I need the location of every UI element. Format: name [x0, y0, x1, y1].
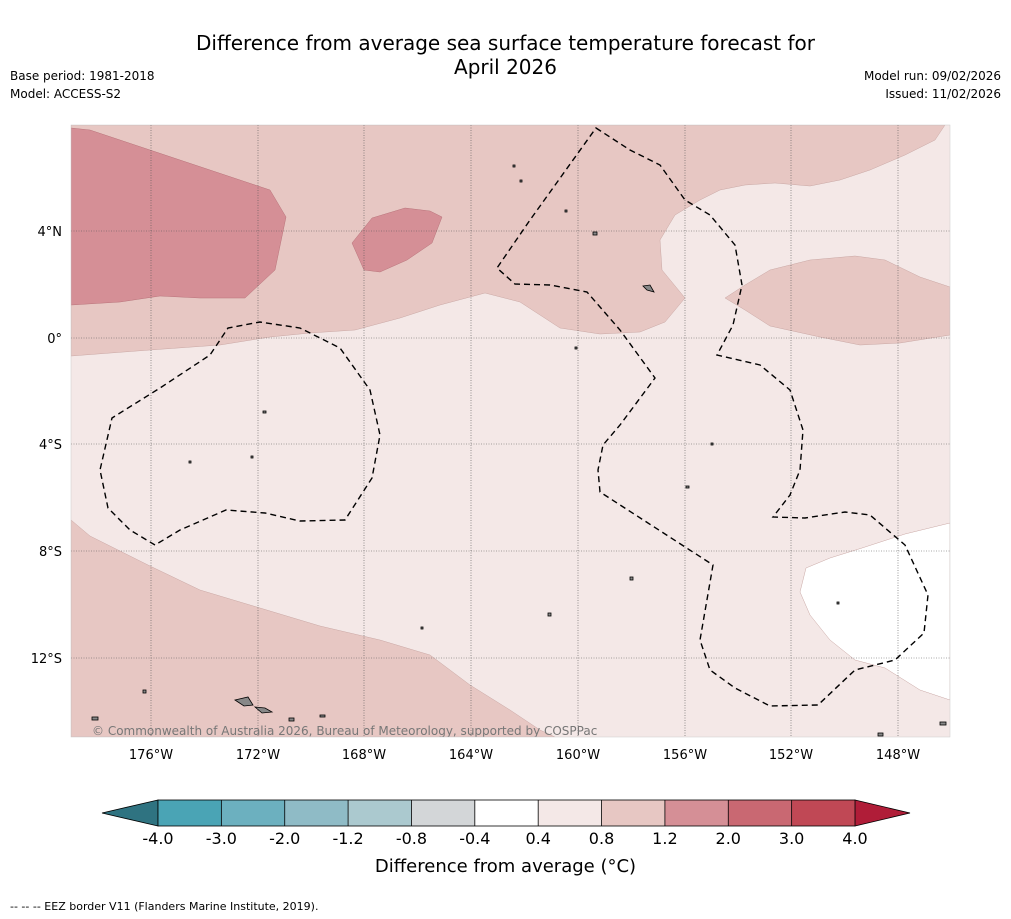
island-18: [574, 346, 578, 350]
islands: [91, 164, 947, 737]
anomaly-band-near-average: [799, 522, 950, 701]
colorbar-label: Difference from average (°C): [374, 856, 637, 877]
island-17: [564, 209, 568, 213]
lat-axis: 4°N 0° 4°S 8°S 12°S: [31, 225, 62, 667]
colorbar-tick-label: 3.0: [778, 829, 805, 848]
island-3: [642, 284, 655, 293]
eez-borders: [99, 127, 929, 707]
island-13: [877, 732, 884, 737]
anomaly-band-0.8-1.2-south: [71, 519, 556, 737]
map-plot-area: © Commonwealth of Australia 2026, Bureau…: [71, 125, 950, 738]
lon-label: 152°W: [769, 748, 813, 763]
map-frame: [70, 124, 951, 738]
colorbar-high-extension: [854, 799, 911, 827]
meta-right: Model run: 09/02/2026 Issued: 11/02/2026: [864, 67, 1001, 103]
title-line-2: April 2026: [454, 55, 557, 79]
lon-label: 156°W: [663, 748, 707, 763]
lat-label: 0°: [47, 332, 62, 347]
model-run: Model run: 09/02/2026: [863, 69, 1001, 83]
colorbar-segment: [474, 800, 539, 826]
island-9: [319, 714, 326, 718]
island-15: [512, 164, 516, 168]
colorbar-segment: [348, 800, 412, 826]
island-11: [547, 612, 552, 617]
island-22: [420, 626, 424, 630]
eez-border-2: [496, 127, 929, 707]
colorbar-tick-label: 0.8: [588, 829, 615, 848]
title-line-1: Difference from average sea surface temp…: [195, 31, 815, 55]
island-2: [253, 706, 274, 714]
island-4: [592, 231, 598, 236]
colorbar-segment: [728, 800, 792, 826]
colorbar-tick-label: -4.0: [142, 829, 174, 848]
lon-label: 168°W: [342, 748, 386, 763]
lon-axis: 176°W 172°W 168°W 164°W 160°W 156°W 152°…: [129, 748, 920, 763]
colorbar-tick-label: -2.0: [269, 829, 301, 848]
colorbar-frame: [157, 799, 856, 827]
colorbar-tick-label: -0.4: [459, 829, 491, 848]
colorbar-tick-label: -1.2: [332, 829, 364, 848]
graticule: [71, 125, 950, 737]
colorbar-tick-label: 1.2: [652, 829, 678, 848]
colorbar-tick-label: 0.4: [525, 829, 551, 848]
copyright-notice: © Commonwealth of Australia 2026, Bureau…: [92, 724, 597, 738]
island-6: [142, 689, 147, 694]
island-10: [629, 576, 634, 581]
anomaly-band-0.8-1.2-north: [71, 125, 946, 357]
island-14: [939, 721, 947, 726]
colorbar-segments: [158, 800, 856, 826]
model-name: Model: ACCESS-S2: [10, 87, 122, 101]
colorbar-tick-label: -0.8: [395, 829, 428, 848]
colorbar-segment: [221, 800, 286, 826]
chart-title: Difference from average sea surface temp…: [0, 31, 1011, 79]
lon-label: 176°W: [129, 748, 173, 763]
island-21: [250, 455, 254, 459]
base-period: Base period: 1981-2018: [10, 69, 155, 83]
island-20: [188, 460, 192, 464]
colorbar-segment: [664, 800, 729, 826]
island-19: [710, 442, 714, 446]
issued-date: Issued: 11/02/2026: [885, 87, 1001, 101]
lat-label: 12°S: [31, 652, 62, 667]
eez-border-1: [99, 321, 381, 546]
island-23: [836, 601, 840, 605]
island-12: [685, 485, 690, 489]
lon-label: 160°W: [556, 748, 600, 763]
island-7: [91, 716, 99, 721]
anomaly-band-0.8-1.2-east: [724, 255, 950, 346]
island-5: [262, 410, 267, 414]
colorbar-segment: [158, 800, 222, 826]
island-8: [288, 717, 295, 722]
anomaly-band-1.2-2.0-northwest: [71, 127, 287, 306]
eez-legend-note: -- -- -- EEZ border V11 (Flanders Marine…: [10, 900, 319, 913]
lat-label: 4°N: [38, 225, 63, 240]
island-16: [519, 179, 523, 183]
colorbar-tick-label: -3.0: [205, 829, 237, 848]
lon-label: 148°W: [876, 748, 920, 763]
colorbar: [101, 799, 911, 827]
colorbar-tick-labels: -4.0 -3.0 -2.0 -1.2 -0.8 -0.4 0.4 0.8 1.2 2.0 3.0 4…: [0, 829, 1011, 849]
colorbar-tick-label: 4.0: [842, 829, 868, 848]
colorbar-low-extension: [101, 799, 159, 827]
colorbar-segment: [411, 800, 476, 826]
lat-label: 8°S: [39, 545, 62, 560]
anomaly-band-1.2-2.0-central: [351, 207, 443, 273]
colorbar-segment: [538, 800, 602, 826]
lon-label: 172°W: [236, 748, 280, 763]
lon-label: 164°W: [449, 748, 493, 763]
colorbar-tick-label: 2.0: [715, 829, 741, 848]
colorbar-segment: [791, 800, 856, 826]
island-1: [234, 696, 254, 707]
colorbar-segment: [284, 800, 349, 826]
lat-label: 4°S: [39, 438, 62, 453]
meta-left: Base period: 1981-2018 Model: ACCESS-S2: [10, 67, 155, 103]
colorbar-segment: [601, 800, 666, 826]
